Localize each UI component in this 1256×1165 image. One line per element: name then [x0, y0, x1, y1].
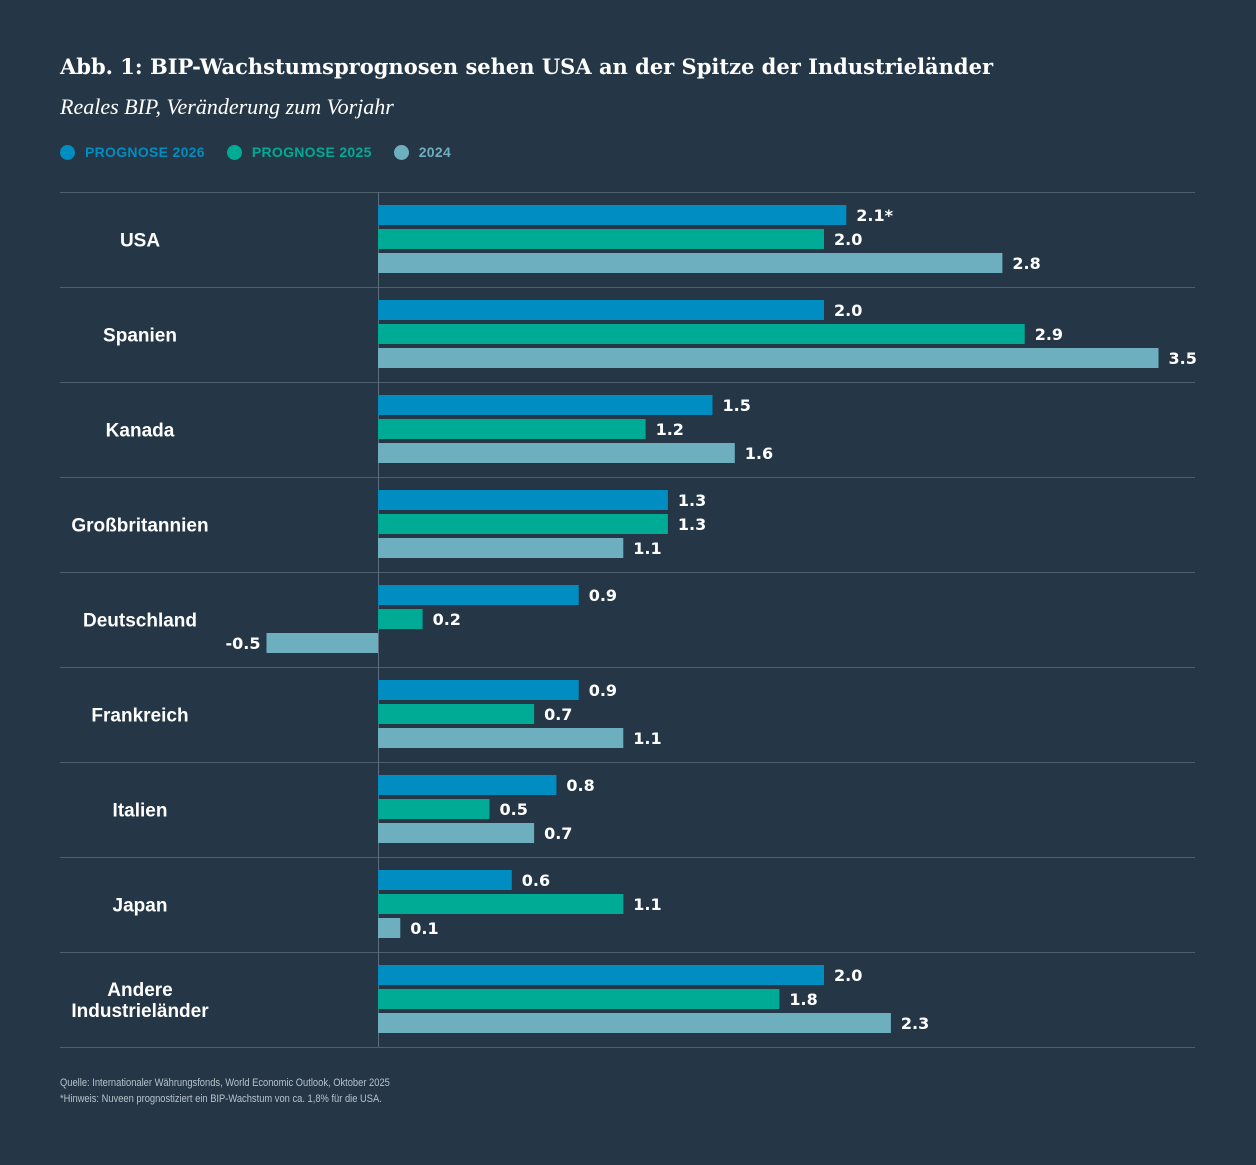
bar	[378, 395, 713, 415]
category-label: USA	[120, 231, 160, 252]
bar	[378, 609, 423, 629]
data-label: 1.1	[633, 895, 661, 914]
data-label: 0.6	[522, 871, 550, 890]
legend-label: PROGNOSE 2025	[251, 144, 372, 160]
data-label: 1.1	[633, 729, 661, 748]
data-label: 0.9	[589, 681, 617, 700]
legend-dot-icon	[226, 144, 242, 160]
bar	[378, 870, 512, 890]
legend: PROGNOSE 2026 PROGNOSE 2025 2024	[60, 144, 451, 160]
bar	[378, 443, 735, 463]
category-label: Deutschland	[83, 611, 197, 632]
data-label: 1.5	[723, 396, 751, 415]
data-label: 1.3	[678, 491, 706, 510]
bar	[378, 419, 646, 439]
data-label: 3.5	[1169, 349, 1197, 368]
data-label: 0.9	[589, 586, 617, 605]
category-label: Spanien	[103, 326, 177, 347]
bar	[378, 1013, 891, 1033]
legend-label: PROGNOSE 2026	[85, 144, 205, 160]
bar	[378, 253, 1003, 273]
data-label: 2.8	[1012, 254, 1040, 273]
data-label: 2.0	[834, 230, 862, 249]
bar	[378, 585, 579, 605]
legend-dot-icon	[60, 144, 75, 160]
bar	[378, 775, 557, 795]
chart-title: Abb. 1: BIP-Wachstumsprognosen sehen USA…	[60, 54, 994, 79]
bar	[378, 229, 824, 249]
legend-item-2026: PROGNOSE 2026	[60, 144, 205, 160]
data-label: 2.9	[1035, 325, 1063, 344]
category-label: Andere	[107, 980, 172, 1001]
category-label: Kanada	[106, 421, 175, 442]
category-label: Italien	[113, 801, 168, 822]
source-text: Quelle: Internationaler Währungsfonds, W…	[60, 1077, 390, 1089]
bar	[378, 704, 535, 724]
bar	[378, 894, 624, 914]
source-note: Quelle: Internationaler Währungsfonds, W…	[60, 1075, 390, 1107]
data-label: 2.1*	[856, 206, 893, 225]
data-label: 1.2	[656, 420, 684, 439]
bar	[378, 490, 668, 510]
data-label: 0.7	[544, 824, 572, 843]
bar	[378, 514, 668, 534]
bar	[378, 205, 847, 225]
data-label: -0.5	[226, 634, 261, 653]
data-label: 1.8	[789, 990, 817, 1009]
data-label: 0.8	[566, 776, 594, 795]
bar	[266, 633, 378, 653]
category-label: Japan	[113, 896, 168, 917]
legend-item-2024: 2024	[393, 144, 452, 160]
bar	[378, 300, 824, 320]
bar	[378, 799, 490, 819]
bar	[378, 348, 1159, 368]
data-label: 0.5	[500, 800, 528, 819]
legend-label: 2024	[418, 144, 452, 160]
data-label: 0.7	[544, 705, 572, 724]
bar	[378, 965, 824, 985]
footnote-text: *Hinweis: Nuveen prognostiziert ein BIP-…	[60, 1093, 382, 1105]
category-label: Frankreich	[91, 706, 188, 727]
bar	[378, 324, 1025, 344]
chart-subtitle: Reales BIP, Veränderung zum Vorjahr	[60, 94, 394, 119]
category-label: Großbritannien	[71, 516, 208, 537]
category-label: Industrieländer	[71, 1001, 209, 1022]
data-label: 2.0	[834, 301, 862, 320]
bar	[378, 538, 624, 558]
data-label: 2.0	[834, 966, 862, 985]
bar	[378, 680, 579, 700]
data-label: 0.2	[433, 610, 461, 629]
data-label: 1.1	[633, 539, 661, 558]
data-label: 1.6	[745, 444, 773, 463]
bar	[378, 918, 401, 938]
legend-dot-icon	[393, 144, 409, 160]
data-label: 2.3	[901, 1014, 929, 1033]
bar	[378, 728, 624, 748]
data-label: 0.1	[410, 919, 438, 938]
data-label: 1.3	[678, 515, 706, 534]
bar	[378, 823, 535, 843]
bar	[378, 989, 780, 1009]
legend-item-2025: PROGNOSE 2025	[226, 144, 372, 160]
